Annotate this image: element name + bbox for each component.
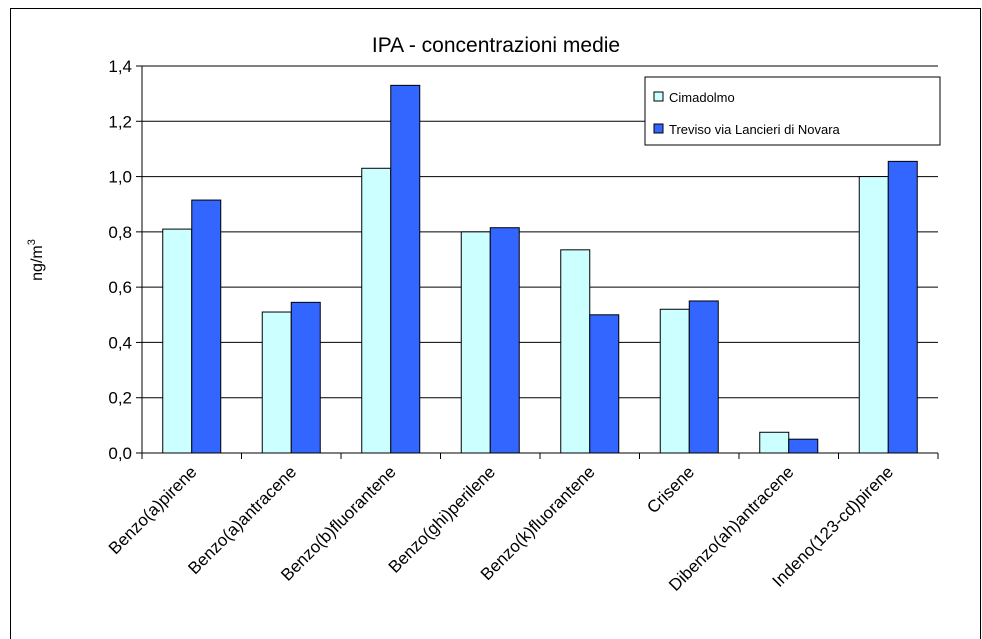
y-axis-label-main: ng/m — [29, 245, 46, 281]
bar — [659, 308, 690, 454]
legend-label: Treviso via Lancieri di Novara — [669, 122, 841, 137]
bar — [361, 167, 392, 454]
legend-swatch — [653, 91, 664, 102]
legend-box — [644, 76, 941, 146]
y-tick-label: 1,0 — [108, 168, 132, 187]
bar — [290, 301, 321, 454]
bar — [390, 84, 421, 454]
y-tick-label: 0,8 — [108, 223, 132, 242]
bar — [191, 199, 222, 454]
y-tick-label: 0,6 — [108, 278, 132, 297]
bar — [788, 438, 819, 454]
legend-label: Cimadolmo — [669, 90, 735, 105]
y-tick-label: 0,2 — [108, 389, 132, 408]
bar — [887, 160, 918, 454]
bar — [858, 176, 889, 454]
legend-swatch — [653, 123, 664, 134]
y-tick-label: 1,2 — [108, 112, 132, 131]
bar — [489, 227, 520, 454]
bar — [688, 300, 719, 454]
y-tick-label: 0,0 — [108, 444, 132, 463]
bar — [460, 231, 491, 454]
bar — [589, 314, 620, 454]
y-tick-label: 0,4 — [108, 333, 132, 352]
bar — [261, 311, 292, 454]
chart-title: IPA - concentrazioni medie — [372, 34, 620, 57]
y-axis-label-sup: 3 — [26, 239, 38, 245]
y-tick-label: 1,4 — [108, 57, 132, 76]
bar — [759, 431, 790, 454]
bar — [162, 228, 193, 454]
bar — [560, 249, 591, 454]
y-axis-label: ng/m3 — [26, 239, 46, 281]
